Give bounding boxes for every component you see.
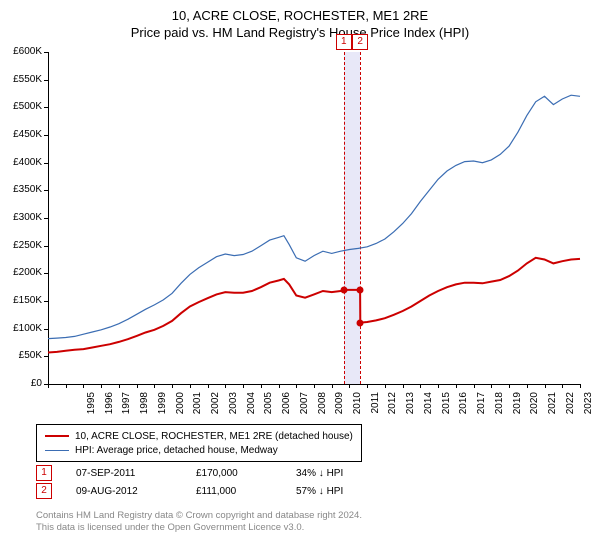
footer-line1: Contains HM Land Registry data © Crown c… [36, 510, 362, 521]
legend-label: HPI: Average price, detached house, Medw… [75, 445, 278, 456]
sales-tag: 1 [36, 465, 52, 481]
sales-hpi: 57% ↓ HPI [296, 486, 396, 497]
legend-row: HPI: Average price, detached house, Medw… [45, 443, 353, 457]
footer-line2: This data is licensed under the Open Gov… [36, 522, 304, 533]
legend: 10, ACRE CLOSE, ROCHESTER, ME1 2RE (deta… [36, 424, 362, 462]
series-hpi [48, 95, 580, 338]
sales-row: 1 07-SEP-2011£170,00034% ↓ HPI [36, 464, 396, 482]
sale-point [340, 286, 347, 293]
sales-price: £111,000 [196, 486, 296, 497]
sales-price: £170,000 [196, 468, 296, 479]
legend-row: 10, ACRE CLOSE, ROCHESTER, ME1 2RE (deta… [45, 429, 353, 443]
sales-date: 09-AUG-2012 [76, 486, 196, 497]
sales-hpi: 34% ↓ HPI [296, 468, 396, 479]
sales-date: 07-SEP-2011 [76, 468, 196, 479]
legend-swatch [45, 435, 69, 437]
sales-tag: 2 [36, 483, 52, 499]
legend-label: 10, ACRE CLOSE, ROCHESTER, ME1 2RE (deta… [75, 431, 353, 442]
series-price_paid [48, 258, 580, 353]
legend-swatch [45, 450, 69, 451]
sale-point [357, 286, 364, 293]
sales-table: 1 07-SEP-2011£170,00034% ↓ HPI 2 09-AUG-201… [36, 464, 396, 500]
sale-point [357, 319, 364, 326]
sales-row: 2 09-AUG-2012£111,00057% ↓ HPI [36, 482, 396, 500]
